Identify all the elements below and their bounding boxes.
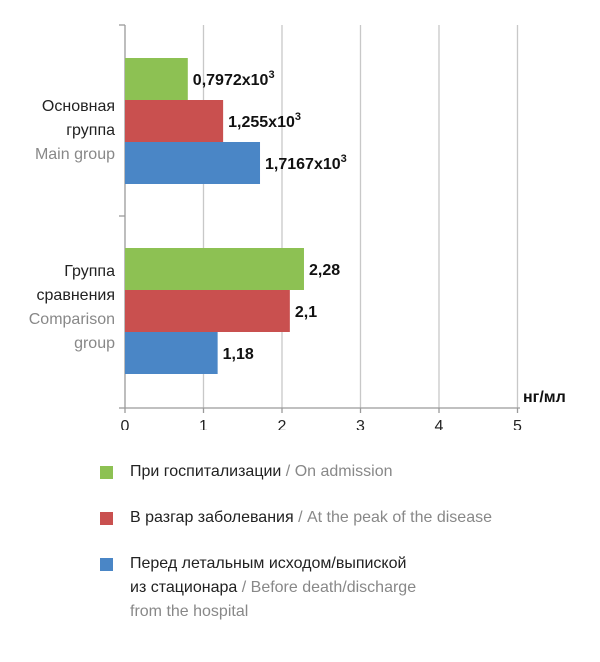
bar [125, 58, 188, 100]
data-label: 1,18 [223, 346, 254, 363]
legend-label-ru: При госпитализации [130, 463, 282, 480]
bars [125, 58, 304, 374]
x-tick-label: 2 [278, 418, 287, 430]
bar [125, 142, 261, 184]
category-label-comparison-group: Группа сравнения Comparison group [29, 260, 115, 356]
legend-swatch [100, 558, 113, 571]
bar [125, 248, 304, 290]
legend-swatch [100, 466, 113, 479]
data-label: 1,255x103 [228, 111, 301, 131]
data-label: 2,1 [295, 304, 317, 321]
category-ru-line: Группа [64, 263, 115, 280]
x-tick-label: 1 [199, 418, 208, 430]
legend-label-en: At the peak of the disease [306, 509, 492, 526]
bar [125, 290, 290, 332]
legend-item-peak-of-disease: В разгар заболевания / At the peak of th… [100, 506, 580, 530]
legend-item-before-death-discharge: Перед летальным исходом/выпиской из стац… [100, 552, 580, 624]
legend-label-ru-line1: Перед летальным исходом/выпиской [130, 555, 407, 572]
legend: При госпитализации / On admission В разг… [100, 460, 580, 646]
bar [125, 332, 218, 374]
bar-chart: 0 1 2 3 4 5 0,7972x103 1,255x103 1,7167x103 2,28… [119, 24, 566, 430]
legend-label-ru: В разгар заболевания [130, 509, 294, 526]
data-label: 2,28 [309, 262, 340, 279]
x-tick-labels: 0 1 2 3 4 5 [121, 418, 523, 430]
data-labels: 0,7972x103 1,255x103 1,7167x103 2,28 2,1 1,18 [193, 69, 347, 363]
legend-label-en-line1: Before death/discharge [250, 579, 417, 596]
data-label: 0,7972x103 [193, 69, 275, 89]
category-label-main-group: Основная группа Main group [35, 95, 115, 167]
legend-label-en-line2: from the hospital [130, 603, 249, 620]
data-label: 1,7167x103 [265, 153, 347, 173]
bar [125, 100, 224, 142]
x-tick-label: 5 [513, 418, 522, 430]
category-ru-line: Основная [41, 98, 115, 115]
legend-swatch [100, 512, 113, 525]
legend-label-en: On admission [294, 463, 393, 480]
category-en-line: Main group [34, 146, 115, 163]
category-en-line: group [74, 335, 115, 352]
category-en-line: Comparison [28, 311, 115, 328]
x-tick-label: 0 [121, 418, 130, 430]
x-tick-label: 3 [356, 418, 365, 430]
legend-item-on-admission: При госпитализации / On admission [100, 460, 580, 484]
category-ru-line: сравнения [36, 287, 115, 304]
legend-label-ru-line2: из стационара [130, 579, 238, 596]
category-ru-line: группа [66, 122, 115, 139]
x-axis-unit: нг/мл [523, 389, 566, 406]
x-tick-label: 4 [435, 418, 444, 430]
